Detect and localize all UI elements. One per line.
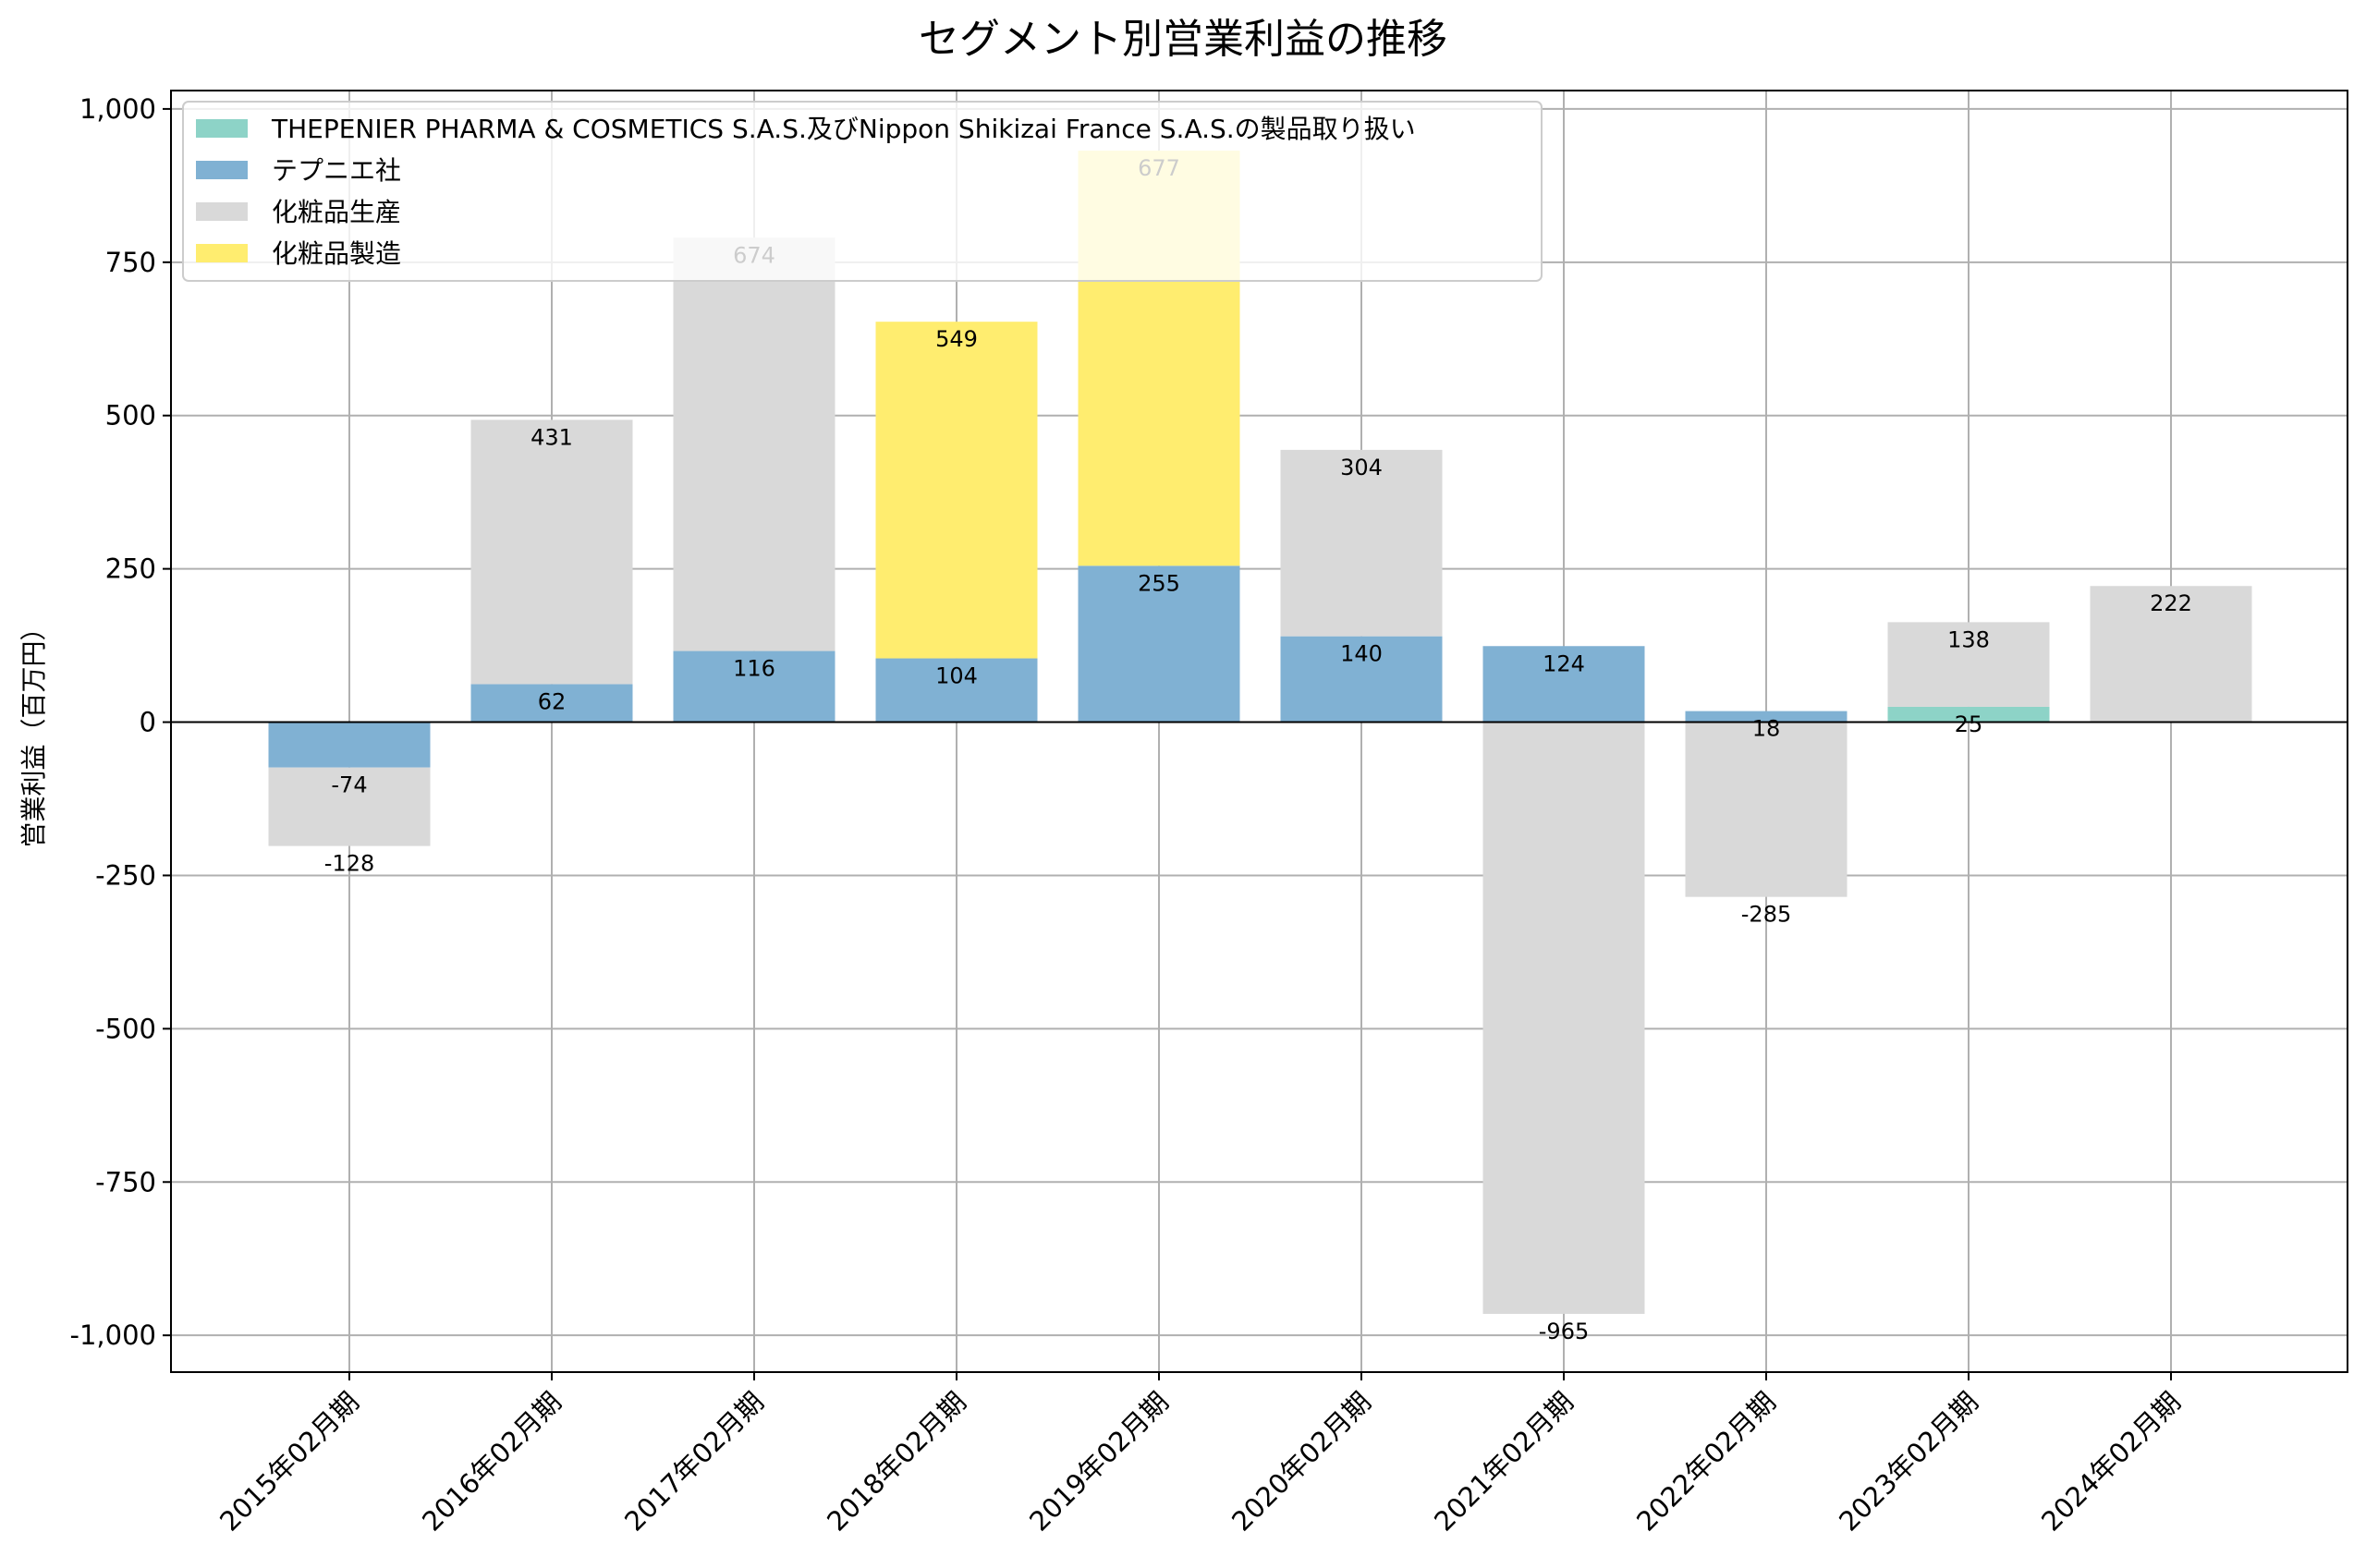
legend-swatch	[196, 244, 248, 262]
bar	[1685, 722, 1848, 897]
x-tick-label: 2016年02月期	[416, 1386, 567, 1538]
x-tick-label: 2020年02月期	[1226, 1386, 1377, 1538]
bar-value-label: 116	[733, 656, 775, 682]
x-tick-label: 2018年02月期	[821, 1386, 972, 1538]
x-tick-label: 2017年02月期	[618, 1386, 770, 1538]
bar-value-label: 124	[1543, 650, 1585, 676]
y-tick-label: -1,000	[70, 1319, 157, 1351]
legend-entry: テプニエ社	[272, 155, 401, 186]
plot-frame	[170, 90, 2348, 1373]
bar-value-label: 549	[935, 326, 978, 352]
bar-value-label: -128	[324, 851, 374, 877]
y-tick-label: 250	[105, 553, 156, 585]
bar	[2090, 586, 2252, 723]
legend-entry: THEPENIER PHARMA & COSMETICS S.A.S.及びNip…	[271, 114, 1416, 144]
bar	[1887, 622, 2050, 707]
bar	[470, 684, 633, 723]
bar-labels: 25-746211610425514012418-128431674304-96…	[324, 155, 2192, 1344]
y-tick-label: 750	[105, 247, 156, 278]
x-tick-label: 2022年02月期	[1630, 1386, 1782, 1538]
legend-swatch	[196, 202, 248, 221]
legend-entry: 化粧品生産	[272, 197, 401, 227]
bar-value-label: 62	[538, 688, 567, 714]
bar	[268, 767, 431, 846]
bar	[1887, 706, 2050, 723]
bar-value-label: -74	[331, 772, 367, 798]
x-tick-label: 2019年02月期	[1023, 1386, 1175, 1538]
bar	[470, 419, 633, 685]
legend-swatch	[196, 119, 248, 138]
chart-title: セグメント別営業利益の推移	[919, 16, 1447, 63]
bars	[268, 151, 2252, 1314]
bar-value-label: 255	[1138, 570, 1180, 596]
x-tick-label: 2023年02月期	[1833, 1386, 1984, 1538]
x-tick-label: 2024年02月期	[2035, 1386, 2187, 1538]
bar-value-label: 140	[1340, 641, 1383, 667]
bar-value-label: 138	[1947, 626, 1990, 652]
bar-value-label: 431	[531, 424, 573, 450]
y-tick-label: 0	[140, 707, 156, 738]
bar	[1078, 565, 1240, 723]
bar-value-label: 18	[1752, 716, 1781, 742]
bar-value-label: -965	[1539, 1319, 1589, 1344]
legend: THEPENIER PHARMA & COSMETICS S.A.S.及びNip…	[182, 101, 1543, 282]
bar	[875, 322, 1038, 659]
legend-box	[182, 101, 1543, 282]
y-tick-label: 1,000	[79, 93, 156, 125]
y-tick-label: -250	[95, 859, 156, 891]
y-tick-label: -500	[95, 1013, 156, 1044]
bar	[673, 650, 835, 723]
y-axis-label: 営業利益（百万円）	[18, 614, 49, 847]
bar	[1685, 711, 1848, 723]
bar	[1280, 449, 1443, 637]
bar	[673, 237, 835, 651]
bar	[268, 722, 431, 768]
x-tick-label: 2015年02月期	[213, 1386, 365, 1538]
bar-value-label: 25	[1955, 711, 1983, 737]
bar	[1280, 636, 1443, 723]
bar-value-label: -285	[1741, 902, 1791, 928]
x-tick-label: 2021年02月期	[1428, 1386, 1579, 1538]
bar	[875, 658, 1038, 723]
y-tick-label: -750	[95, 1166, 156, 1197]
y-tick-label: 500	[105, 400, 156, 432]
grid-lines	[171, 91, 2348, 1372]
legend-entry: 化粧品製造	[272, 238, 401, 269]
bar	[1482, 722, 1645, 1314]
bar-value-label: 104	[935, 663, 978, 689]
bar-value-label: 222	[2150, 590, 2192, 616]
bar	[1482, 646, 1645, 723]
bar-value-label: 304	[1340, 455, 1383, 480]
legend-swatch	[196, 161, 248, 179]
